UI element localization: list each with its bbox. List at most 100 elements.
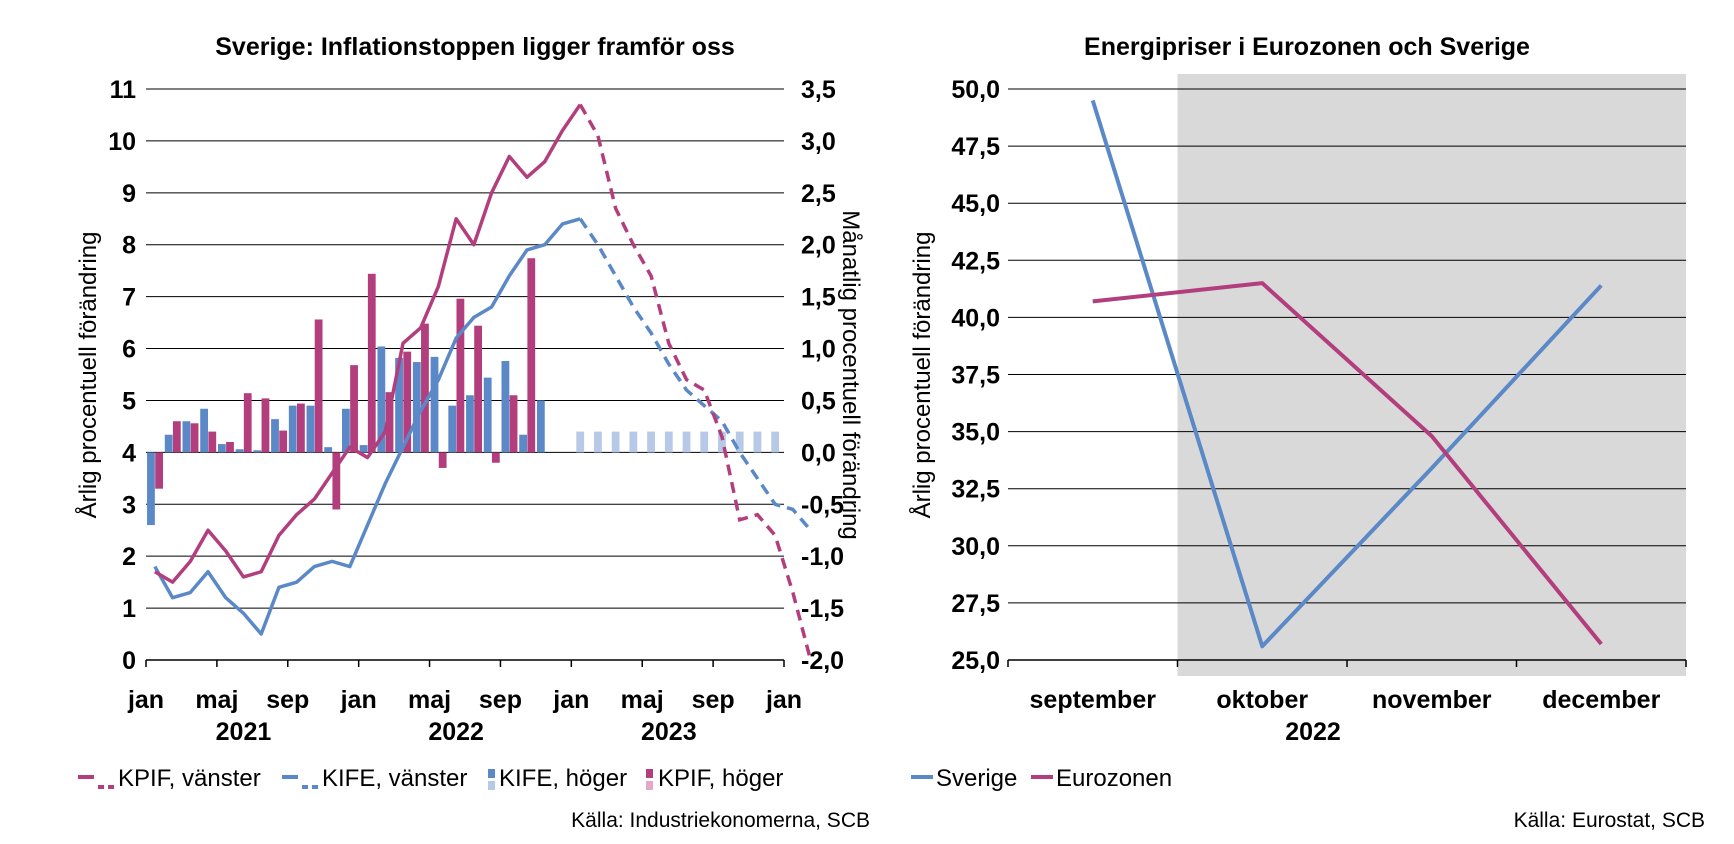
legend-item-kife-hoger: KIFE, höger: [488, 765, 627, 792]
right-y-axis-label: Månatlig procentuell förändring: [837, 210, 864, 540]
kife-hoger-forecast-bar: [718, 431, 726, 453]
kpif-hoger-bar: [208, 431, 217, 453]
legend-swatch-kpif-hoger-forecast: [646, 781, 653, 790]
legend-item-eurozonen: Eurozonen: [1031, 765, 1172, 792]
kife-hoger-bar: [200, 408, 209, 453]
kife-hoger-bar: [377, 346, 386, 453]
kife-hoger-bar: [342, 408, 350, 453]
kpif-hoger-bar: [527, 258, 536, 453]
right-y-tick-label: -2,0: [801, 647, 844, 675]
right-chart-y-tick-label: 47,5: [951, 133, 1000, 161]
left-chart: Sverige: Inflationstoppen ligger framför…: [74, 33, 870, 832]
legend-label-kife-hoger: KIFE, höger: [499, 765, 627, 792]
left-source: Källa: Industriekonomerna, SCB: [571, 809, 870, 832]
left-x-year-label: 2023: [641, 718, 697, 746]
right-chart-y-tick-label: 35,0: [951, 419, 1000, 447]
eurozonen-line: [1092, 281, 1603, 646]
left-x-month-label: maj: [195, 686, 238, 714]
left-y-tick-label: 6: [122, 336, 136, 364]
legend-item-sverige: Sverige: [911, 765, 1017, 792]
right-gridlines: [1008, 88, 1686, 661]
legend-item-kife-vanster: KIFE, vänster: [282, 765, 467, 792]
legend-swatch-kife-hoger: [488, 769, 495, 778]
kpif-vanster-forecast-line: [578, 103, 813, 661]
left-bars: [147, 258, 780, 526]
kife-hoger-bar: [412, 362, 421, 453]
kpif-hoger-bar: [296, 403, 305, 453]
kife-hoger-bar: [253, 450, 262, 453]
right-x-category-label: november: [1372, 686, 1492, 714]
right-chart-y-tick-label: 30,0: [951, 533, 1000, 561]
kife-hoger-bar: [271, 419, 279, 453]
right-y-tick-labels: -2,0 -1,5 -1,0 -0,5 0,0 0,5 1,0 1,5 2,0 2,5 3,0 3,5: [801, 76, 844, 675]
kife-vanster-forecast-line: [578, 217, 812, 532]
right-chart-y-tick-label: 50,0: [951, 76, 1000, 104]
right-chart-y-tick-label: 27,5: [951, 590, 1000, 618]
kpif-hoger-bar: [403, 351, 412, 453]
right-y-tick-label: -1,0: [801, 543, 844, 571]
kife-hoger-bar: [519, 434, 528, 453]
left-x-month-label: sep: [479, 686, 522, 714]
right-x-category-label: oktober: [1216, 686, 1308, 714]
right-lines: [1090, 99, 1603, 649]
left-x-month-label: sep: [692, 686, 735, 714]
left-gridlines: [146, 88, 784, 661]
right-source: Källa: Eurostat, SCB: [1514, 809, 1705, 832]
right-x-category-label: september: [1030, 686, 1157, 714]
kpif-hoger-bar: [456, 298, 465, 453]
kpif-hoger-bar: [261, 398, 270, 453]
kpif-hoger-bar: [509, 395, 518, 453]
legend-label-sverige: Sverige: [936, 765, 1017, 792]
left-y-tick-label: 3: [122, 491, 136, 519]
right-y-tick-label: 2,5: [801, 180, 836, 208]
kpif-hoger-bar: [172, 421, 181, 453]
left-x-year-label: 2022: [428, 718, 484, 746]
kpif-hoger-bar: [385, 392, 394, 453]
right-chart-y-tick-label: 45,0: [951, 190, 1000, 218]
legend-label-kpif-hoger: KPIF, höger: [658, 765, 783, 792]
left-x-month-label: jan: [127, 686, 164, 714]
kife-hoger-bar: [536, 400, 545, 453]
right-y-tick-label: 2,0: [801, 232, 836, 260]
kife-hoger-forecast-bar: [576, 431, 585, 453]
kife-hoger-forecast-bar: [629, 431, 638, 453]
right-chart-title: Energipriser i Eurozonen och Sverige: [1084, 33, 1530, 61]
left-x-year-label: 2021: [216, 718, 272, 746]
kife-hoger-forecast-bar: [611, 431, 620, 453]
kife-hoger-bar: [430, 356, 439, 453]
kife-hoger-bar: [182, 421, 191, 453]
kife-hoger-forecast-bar: [700, 431, 709, 453]
kpif-hoger-bar: [491, 452, 500, 463]
right-y-tick-label: 1,5: [801, 284, 836, 312]
kife-hoger-bar: [395, 357, 403, 453]
kife-hoger-bar: [217, 444, 226, 453]
left-y-tick-label: 9: [122, 180, 136, 208]
kpif-hoger-bar: [474, 325, 483, 453]
kife-hoger-bar: [501, 361, 510, 453]
left-y-tick-label: 5: [122, 387, 136, 415]
kife-hoger-forecast-bar: [647, 431, 655, 453]
right-chart-x-axis: september oktober november december: [1007, 659, 1687, 714]
sverige-line: [1090, 99, 1603, 649]
kife-hoger-bar: [147, 452, 155, 526]
kpif-hoger-bar: [314, 319, 323, 453]
left-y-tick-label: 10: [108, 128, 136, 156]
left-x-month-label: jan: [552, 686, 589, 714]
kife-hoger-bar: [359, 445, 368, 453]
left-chart-title: Sverige: Inflationstoppen ligger framför…: [215, 33, 735, 61]
left-x-month-label: maj: [408, 686, 451, 714]
kife-hoger-bar: [288, 405, 297, 453]
right-chart-year-label: 2022: [1285, 718, 1341, 746]
right-chart-y-axis-label: Årlig procentuell förändring: [908, 232, 936, 519]
left-x-month-label: jan: [340, 686, 377, 714]
kpif-hoger-bar: [332, 452, 341, 510]
kife-hoger-forecast-bar: [682, 431, 691, 453]
left-y-axis-label: Årlig procentuell förändring: [74, 232, 102, 519]
left-y-tick-label: 11: [110, 76, 137, 104]
left-y-tick-label: 2: [122, 543, 136, 571]
legend-swatch-kpif-hoger: [646, 769, 653, 778]
left-lines: [153, 103, 813, 661]
